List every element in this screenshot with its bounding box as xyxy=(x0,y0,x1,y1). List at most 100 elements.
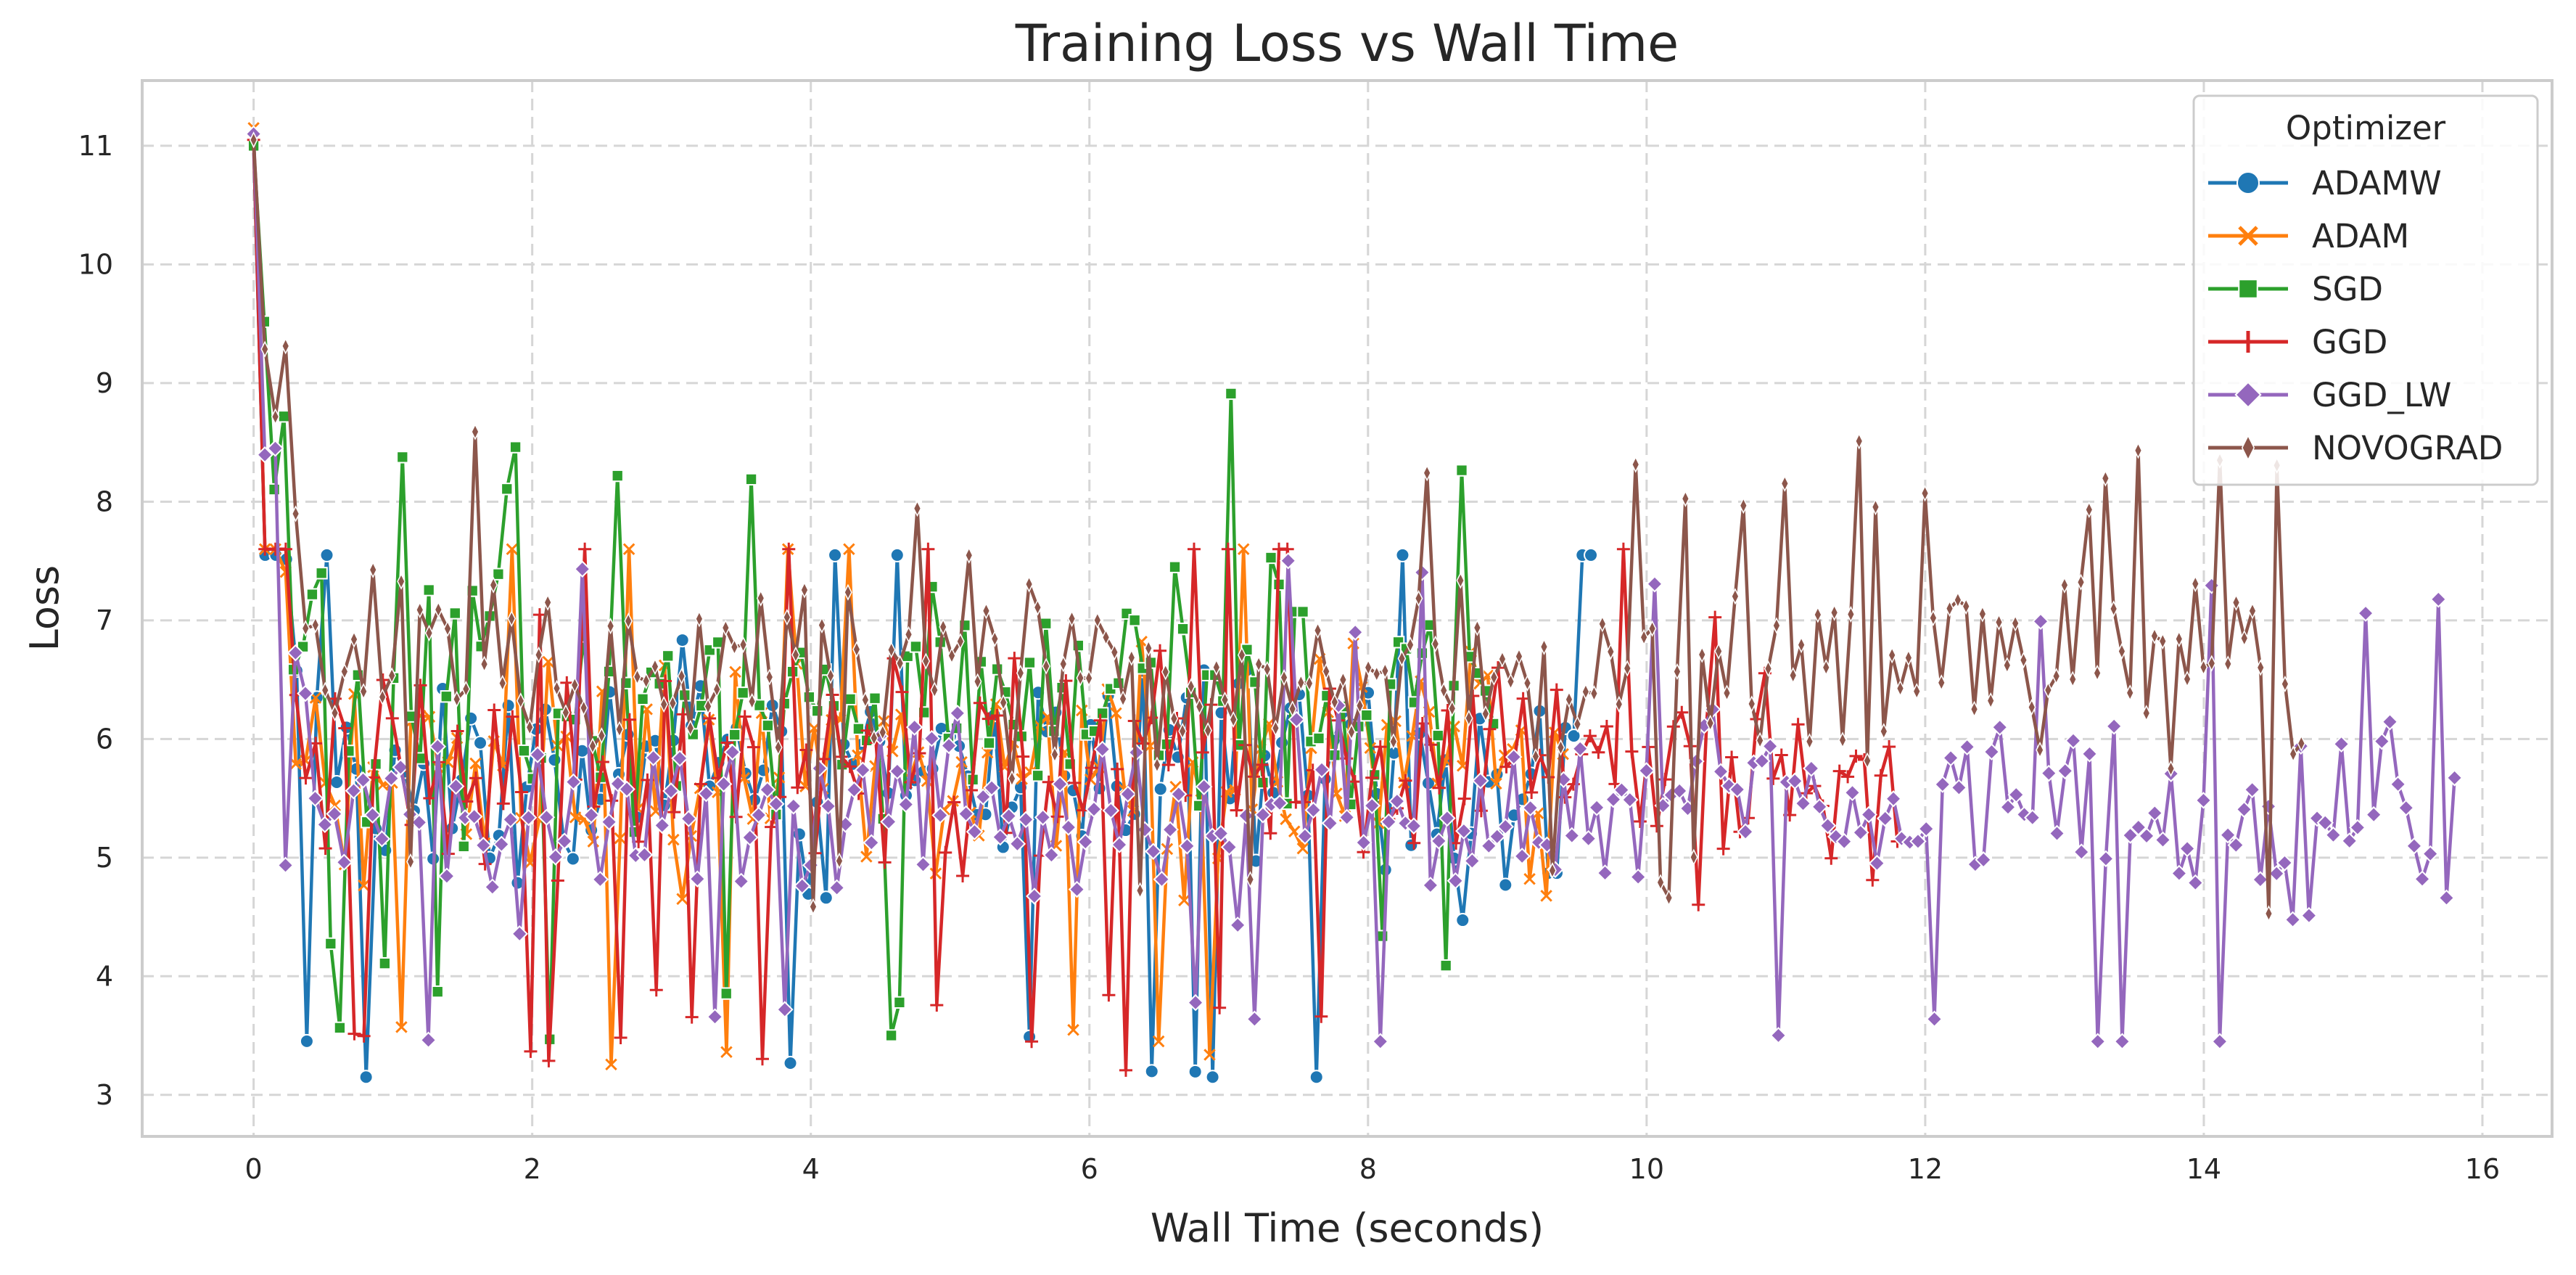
point-ggd-lw xyxy=(644,749,662,766)
point-ggd-lw xyxy=(1728,781,1746,798)
point-novograd xyxy=(406,853,415,871)
point-ggd xyxy=(1457,792,1471,805)
point-sgd xyxy=(396,451,409,464)
point-ggd xyxy=(939,845,952,859)
point-novograd xyxy=(2158,633,2168,650)
point-sgd xyxy=(636,692,649,705)
point-novograd xyxy=(1195,698,1204,716)
point-ggd-lw xyxy=(1354,834,1373,851)
point-ggd xyxy=(279,542,292,556)
point-novograd xyxy=(1016,664,1025,682)
point-ggd xyxy=(1550,683,1563,697)
point-ggd-lw xyxy=(547,848,564,866)
point-ggd-lw xyxy=(1422,877,1439,894)
point-ggd-lw xyxy=(1077,833,1095,850)
point-novograd xyxy=(1506,673,1515,690)
point-novograd xyxy=(2068,671,2078,688)
point-ggd-lw xyxy=(1321,814,1339,832)
point-ggd xyxy=(1600,720,1613,733)
point-sgd xyxy=(492,567,505,581)
point-ggd-lw xyxy=(845,781,863,799)
point-novograd xyxy=(852,641,861,658)
point-adam xyxy=(542,655,555,668)
point-sgd xyxy=(1455,464,1468,477)
point-ggd-lw xyxy=(2211,1033,2229,1050)
point-ggd xyxy=(1025,1035,1039,1049)
point-sgd xyxy=(811,705,824,718)
legend-item-adamw: ADAMW xyxy=(2208,164,2442,202)
point-ggd-lw xyxy=(2186,874,2205,892)
point-sgd xyxy=(868,692,881,705)
point-novograd xyxy=(2231,594,2241,611)
point-novograd xyxy=(2133,442,2143,459)
point-ggd-lw xyxy=(1346,623,1364,641)
point-novograd xyxy=(1747,695,1756,713)
point-sgd xyxy=(844,692,857,706)
point-novograd xyxy=(2044,681,2053,699)
point-ggd xyxy=(703,712,717,726)
point-novograd xyxy=(570,676,580,694)
point-novograd xyxy=(1110,644,1119,661)
point-ggd-lw xyxy=(2260,798,2277,816)
point-novograd xyxy=(1178,723,1187,740)
point-ggd-lw xyxy=(2365,805,2382,824)
point-novograd xyxy=(330,704,340,722)
point-ggd-lw xyxy=(287,644,305,662)
point-sgd xyxy=(728,728,741,742)
point-novograd xyxy=(844,583,852,601)
point-ggd-lw xyxy=(1008,835,1026,853)
point-ggd-lw xyxy=(1271,794,1288,812)
point-sgd xyxy=(736,686,749,700)
point-adamw xyxy=(783,1056,798,1071)
point-sgd xyxy=(1225,387,1238,401)
point-ggd-lw xyxy=(1187,993,1204,1012)
point-ggd-lw xyxy=(2057,762,2074,780)
point-sgd xyxy=(1023,656,1037,669)
point-novograd xyxy=(369,561,378,578)
point-novograd xyxy=(1838,731,1847,749)
point-ggd-lw xyxy=(889,763,906,780)
point-ggd xyxy=(1616,542,1630,556)
line-sgd xyxy=(252,145,1495,1041)
point-ggd-lw xyxy=(1017,811,1034,829)
point-novograd xyxy=(1623,660,1632,677)
point-ggd xyxy=(1583,729,1597,743)
point-ggd xyxy=(299,771,313,785)
point-ggd xyxy=(791,781,805,795)
point-novograd xyxy=(2076,573,2086,591)
point-ggd-lw xyxy=(1811,798,1828,816)
point-sgd xyxy=(1031,769,1045,782)
point-adamw xyxy=(547,753,562,768)
point-ggd-lw xyxy=(1093,740,1111,758)
point-novograd xyxy=(1698,646,1707,663)
point-ggd-lw xyxy=(2105,718,2123,735)
point-ggd-lw xyxy=(297,684,314,702)
point-ggd xyxy=(1633,815,1647,829)
point-novograd xyxy=(1912,683,1922,700)
point-novograd xyxy=(2109,600,2118,618)
point-ggd-lw xyxy=(2048,824,2066,843)
point-ggd xyxy=(799,743,813,757)
point-adam xyxy=(622,543,635,556)
point-novograd xyxy=(1731,588,1740,605)
point-ggd xyxy=(1525,785,1539,799)
point-novograd xyxy=(415,601,424,619)
point-ggd-lw xyxy=(354,771,372,789)
point-novograd xyxy=(939,618,947,636)
point-ggd xyxy=(878,856,892,869)
point-novograd xyxy=(1085,669,1093,687)
point-ggd-lw xyxy=(1753,752,1771,770)
point-ggd xyxy=(1874,768,1888,782)
point-ggd-lw xyxy=(1917,820,1935,837)
x-tick-label: 16 xyxy=(2465,1153,2500,1185)
point-ggd xyxy=(921,542,935,556)
point-ggd xyxy=(1499,760,1513,774)
point-ggd-lw xyxy=(828,879,846,897)
point-ggd xyxy=(578,542,592,556)
point-ggd-lw xyxy=(1991,718,2009,736)
point-ggd-lw xyxy=(854,761,872,779)
point-adam xyxy=(729,665,741,679)
point-ggd-lw xyxy=(1288,710,1306,729)
legend-label-novograd: NOVOGRAD xyxy=(2312,429,2503,467)
point-ggd-lw xyxy=(2373,732,2391,750)
